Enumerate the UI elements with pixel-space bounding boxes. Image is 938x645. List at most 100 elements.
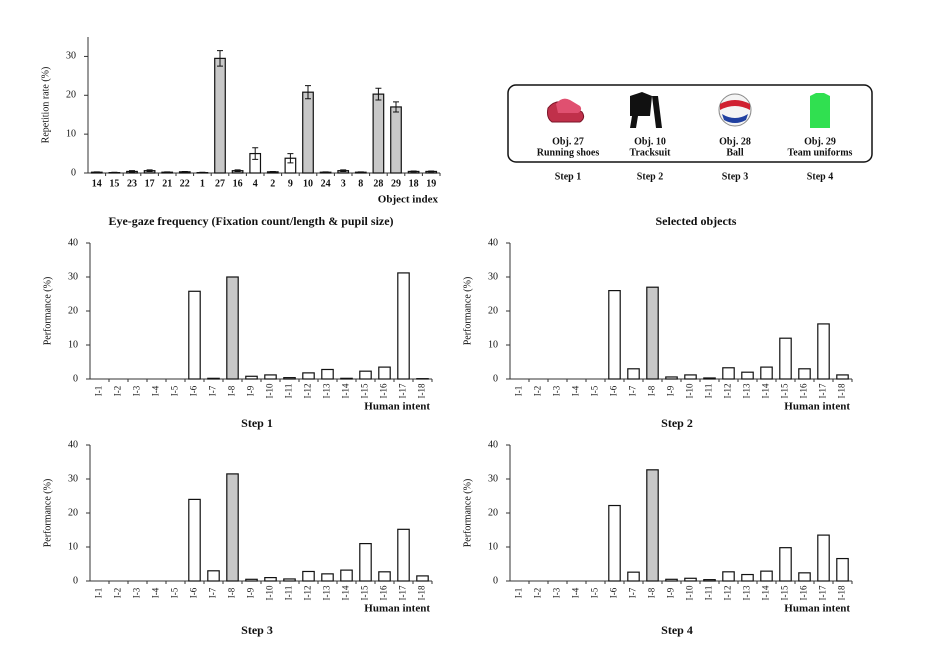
x-tick-label: I-16 — [799, 383, 809, 398]
x-tick-label: 4 — [253, 178, 258, 189]
x-tick-label: I-2 — [113, 588, 123, 599]
x-tick-label: I-6 — [609, 385, 619, 396]
bar — [207, 377, 220, 380]
y-axis-label: Performance (%) — [462, 277, 473, 346]
x-tick-label: I-11 — [284, 586, 294, 601]
bar — [378, 571, 391, 582]
x-tick-label: I-12 — [303, 384, 313, 399]
x-tick-label: I-16 — [799, 585, 809, 600]
bar — [779, 547, 792, 582]
error-bar — [234, 169, 241, 172]
x-tick-label: 14 — [92, 178, 102, 189]
x-tick-label: 18 — [409, 178, 419, 189]
bar — [359, 542, 372, 582]
bar — [817, 534, 830, 582]
error-bar — [410, 170, 417, 173]
bar — [188, 290, 201, 380]
x-tick-label: I-5 — [590, 587, 600, 598]
x-tick-label: 29 — [391, 178, 401, 189]
y-tick-label: 20 — [66, 90, 76, 101]
bar — [264, 576, 277, 582]
x-tick-label: 17 — [145, 178, 155, 189]
x-tick-label: 16 — [233, 178, 243, 189]
x-tick-label: I-1 — [94, 386, 104, 397]
bar — [684, 577, 697, 582]
bar — [817, 323, 830, 380]
x-tick-label: 8 — [358, 178, 363, 189]
bar — [321, 573, 334, 582]
y-tick-label: 40 — [488, 237, 498, 248]
x-tick-label: I-7 — [628, 587, 638, 598]
shoes-icon-2 — [556, 98, 582, 113]
object-label: Obj. 29 — [804, 136, 836, 147]
y-tick-label: 0 — [73, 373, 78, 384]
x-tick-label: I-14 — [341, 585, 351, 600]
error-bar — [217, 50, 223, 67]
y-tick-label: 40 — [488, 439, 498, 450]
ball-stripe-2 — [722, 114, 748, 123]
x-tick-label: I-7 — [628, 385, 638, 396]
bar — [741, 573, 754, 582]
x-axis-label: Human intent — [364, 603, 430, 615]
y-tick-label: 30 — [68, 271, 78, 282]
x-tick-label: I-2 — [113, 386, 123, 397]
y-tick-label: 30 — [66, 51, 76, 62]
error-bar — [305, 85, 311, 100]
y-axis-label: Performance (%) — [42, 277, 53, 346]
bar — [340, 377, 353, 380]
x-tick-label: I-12 — [303, 586, 313, 601]
bar — [608, 504, 621, 582]
bar — [226, 473, 239, 582]
error-bar — [393, 101, 399, 113]
x-axis-label: Object index — [378, 194, 439, 206]
object-label: Obj. 27 — [552, 136, 584, 147]
x-tick-label: I-4 — [571, 385, 581, 396]
x-tick-label: I-9 — [666, 385, 676, 396]
x-tick-label: I-10 — [265, 383, 275, 398]
x-tick-label: I-14 — [761, 585, 771, 600]
bar — [245, 578, 258, 582]
x-tick-label: I-7 — [208, 587, 218, 598]
x-tick-label: I-8 — [227, 385, 237, 396]
ball-stripe — [720, 100, 750, 110]
x-tick-label: I-15 — [360, 585, 370, 600]
x-tick-label: I-17 — [398, 383, 408, 398]
y-tick-label: 20 — [488, 507, 498, 518]
object-name: Tracksuit — [630, 147, 672, 158]
x-tick-label: I-15 — [780, 585, 790, 600]
object-name: Ball — [726, 147, 743, 158]
bar — [665, 578, 678, 582]
step-label: Step 2 — [637, 171, 663, 182]
bar — [359, 370, 372, 380]
bar — [321, 368, 334, 380]
error-bar — [340, 169, 347, 172]
x-tick-label: I-4 — [151, 587, 161, 598]
error-bar — [269, 170, 276, 173]
error-bar — [287, 153, 294, 164]
bar — [760, 570, 773, 582]
x-tick-label: I-18 — [837, 585, 847, 600]
y-tick-label: 10 — [488, 339, 498, 350]
bar — [302, 91, 314, 174]
error-bar — [375, 87, 382, 101]
x-tick-label: I-5 — [590, 385, 600, 396]
bar — [397, 272, 410, 380]
x-tick-label: I-2 — [533, 386, 543, 397]
x-tick-label: I-5 — [170, 587, 180, 598]
error-bar — [181, 170, 188, 173]
bar — [703, 377, 716, 380]
y-tick-label: 30 — [488, 271, 498, 282]
y-tick-label: 20 — [488, 305, 498, 316]
x-tick-label: I-8 — [647, 385, 657, 396]
x-axis-label: Human intent — [364, 401, 430, 413]
x-tick-label: I-1 — [94, 588, 104, 599]
bar — [722, 571, 735, 582]
x-tick-label: 28 — [373, 178, 383, 189]
bar — [372, 93, 385, 174]
error-bar — [322, 171, 329, 174]
y-axis-label: Performance (%) — [42, 479, 53, 548]
x-axis-label: Human intent — [784, 401, 850, 413]
bar — [798, 572, 811, 582]
y-tick-label: 0 — [493, 575, 498, 586]
